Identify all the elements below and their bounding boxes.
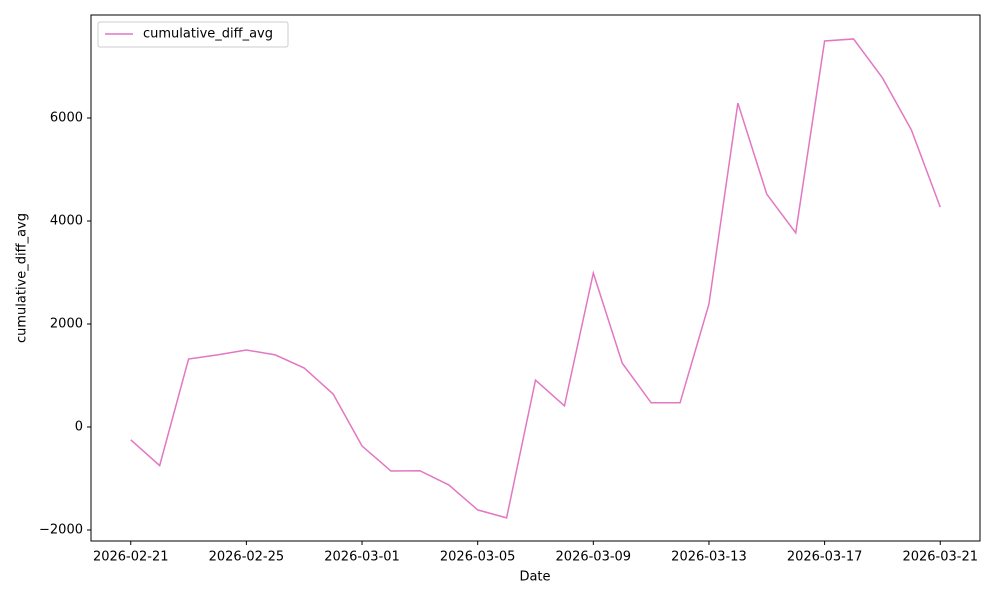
- y-tick-label: 4000: [50, 213, 83, 228]
- x-tick-label: 2026-03-09: [556, 550, 632, 565]
- plot-frame: [90, 14, 981, 542]
- x-tick-label: 2026-03-13: [671, 550, 747, 565]
- legend-label: cumulative_diff_avg: [143, 27, 273, 42]
- x-axis-label: Date: [519, 570, 550, 585]
- y-tick-label: 2000: [50, 316, 83, 331]
- y-tick-label: 0: [75, 419, 83, 434]
- x-tick-label: 2026-02-25: [209, 550, 285, 565]
- line: [130, 38, 941, 519]
- y-axis-label: cumulative_diff_avg: [15, 213, 30, 343]
- x-tick-label: 2026-02-21: [93, 550, 169, 565]
- y-tick-label: 6000: [50, 110, 83, 125]
- x-tick-label: 2026-03-01: [324, 550, 400, 565]
- y-tick-label: −2000: [39, 522, 83, 537]
- x-tick-label: 2026-03-21: [902, 550, 978, 565]
- legend-box: [97, 21, 289, 48]
- x-tick-label: 2026-03-05: [440, 550, 516, 565]
- x-tick-label: 2026-03-17: [787, 550, 863, 565]
